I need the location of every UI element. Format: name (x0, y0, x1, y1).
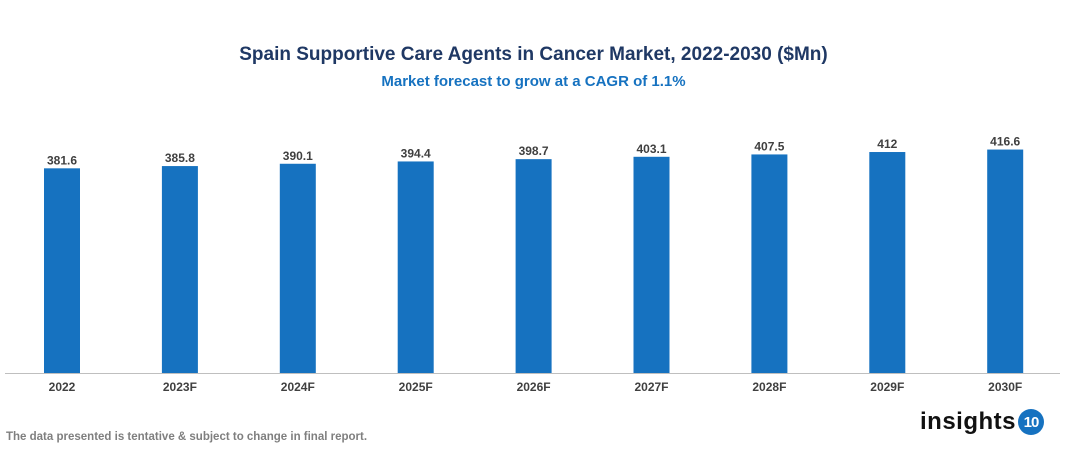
x-tick-label-2026F: 2026F (517, 380, 551, 394)
x-tick-label-2022: 2022 (49, 380, 76, 394)
bar-2026F (515, 159, 552, 373)
data-label-2028F: 407.5 (754, 139, 784, 153)
x-tick-label-2029F: 2029F (870, 380, 904, 394)
bar-2027F (633, 156, 670, 373)
insights10-logo: insights 10 (920, 408, 1045, 436)
bar-2025F (397, 161, 434, 373)
x-tick-label-2027F: 2027F (634, 380, 668, 394)
data-label-2030F: 416.6 (990, 135, 1020, 149)
chart-title: Spain Supportive Care Agents in Cancer M… (239, 44, 828, 65)
x-tick-label-2023F: 2023F (163, 380, 197, 394)
bar-2022 (44, 168, 80, 373)
logo-number: 10 (1018, 409, 1045, 435)
bar-2023F (161, 166, 198, 373)
data-label-2023F: 385.8 (165, 151, 195, 165)
data-label-2029F: 412 (877, 137, 897, 151)
bar-2030F (987, 149, 1024, 373)
x-tick-label-2025F: 2025F (399, 380, 433, 394)
data-label-2026F: 398.7 (519, 144, 549, 158)
x-tick-label-2030F: 2030F (988, 380, 1022, 394)
data-label-2027F: 403.1 (636, 142, 666, 156)
bar-2024F (279, 163, 316, 373)
x-tick-label-2024F: 2024F (281, 380, 315, 394)
bar-2028F (751, 154, 788, 373)
chart-subtitle: Market forecast to grow at a CAGR of 1.1… (381, 73, 686, 90)
data-label-2025F: 394.4 (401, 146, 431, 160)
logo-text: insights (920, 408, 1017, 435)
data-label-2022: 381.6 (47, 153, 77, 167)
x-tick-label-2028F: 2028F (752, 380, 786, 394)
data-label-2024F: 390.1 (283, 149, 313, 163)
bar-2029F (869, 152, 906, 373)
disclaimer-note: The data presented is tentative & subjec… (6, 431, 368, 443)
